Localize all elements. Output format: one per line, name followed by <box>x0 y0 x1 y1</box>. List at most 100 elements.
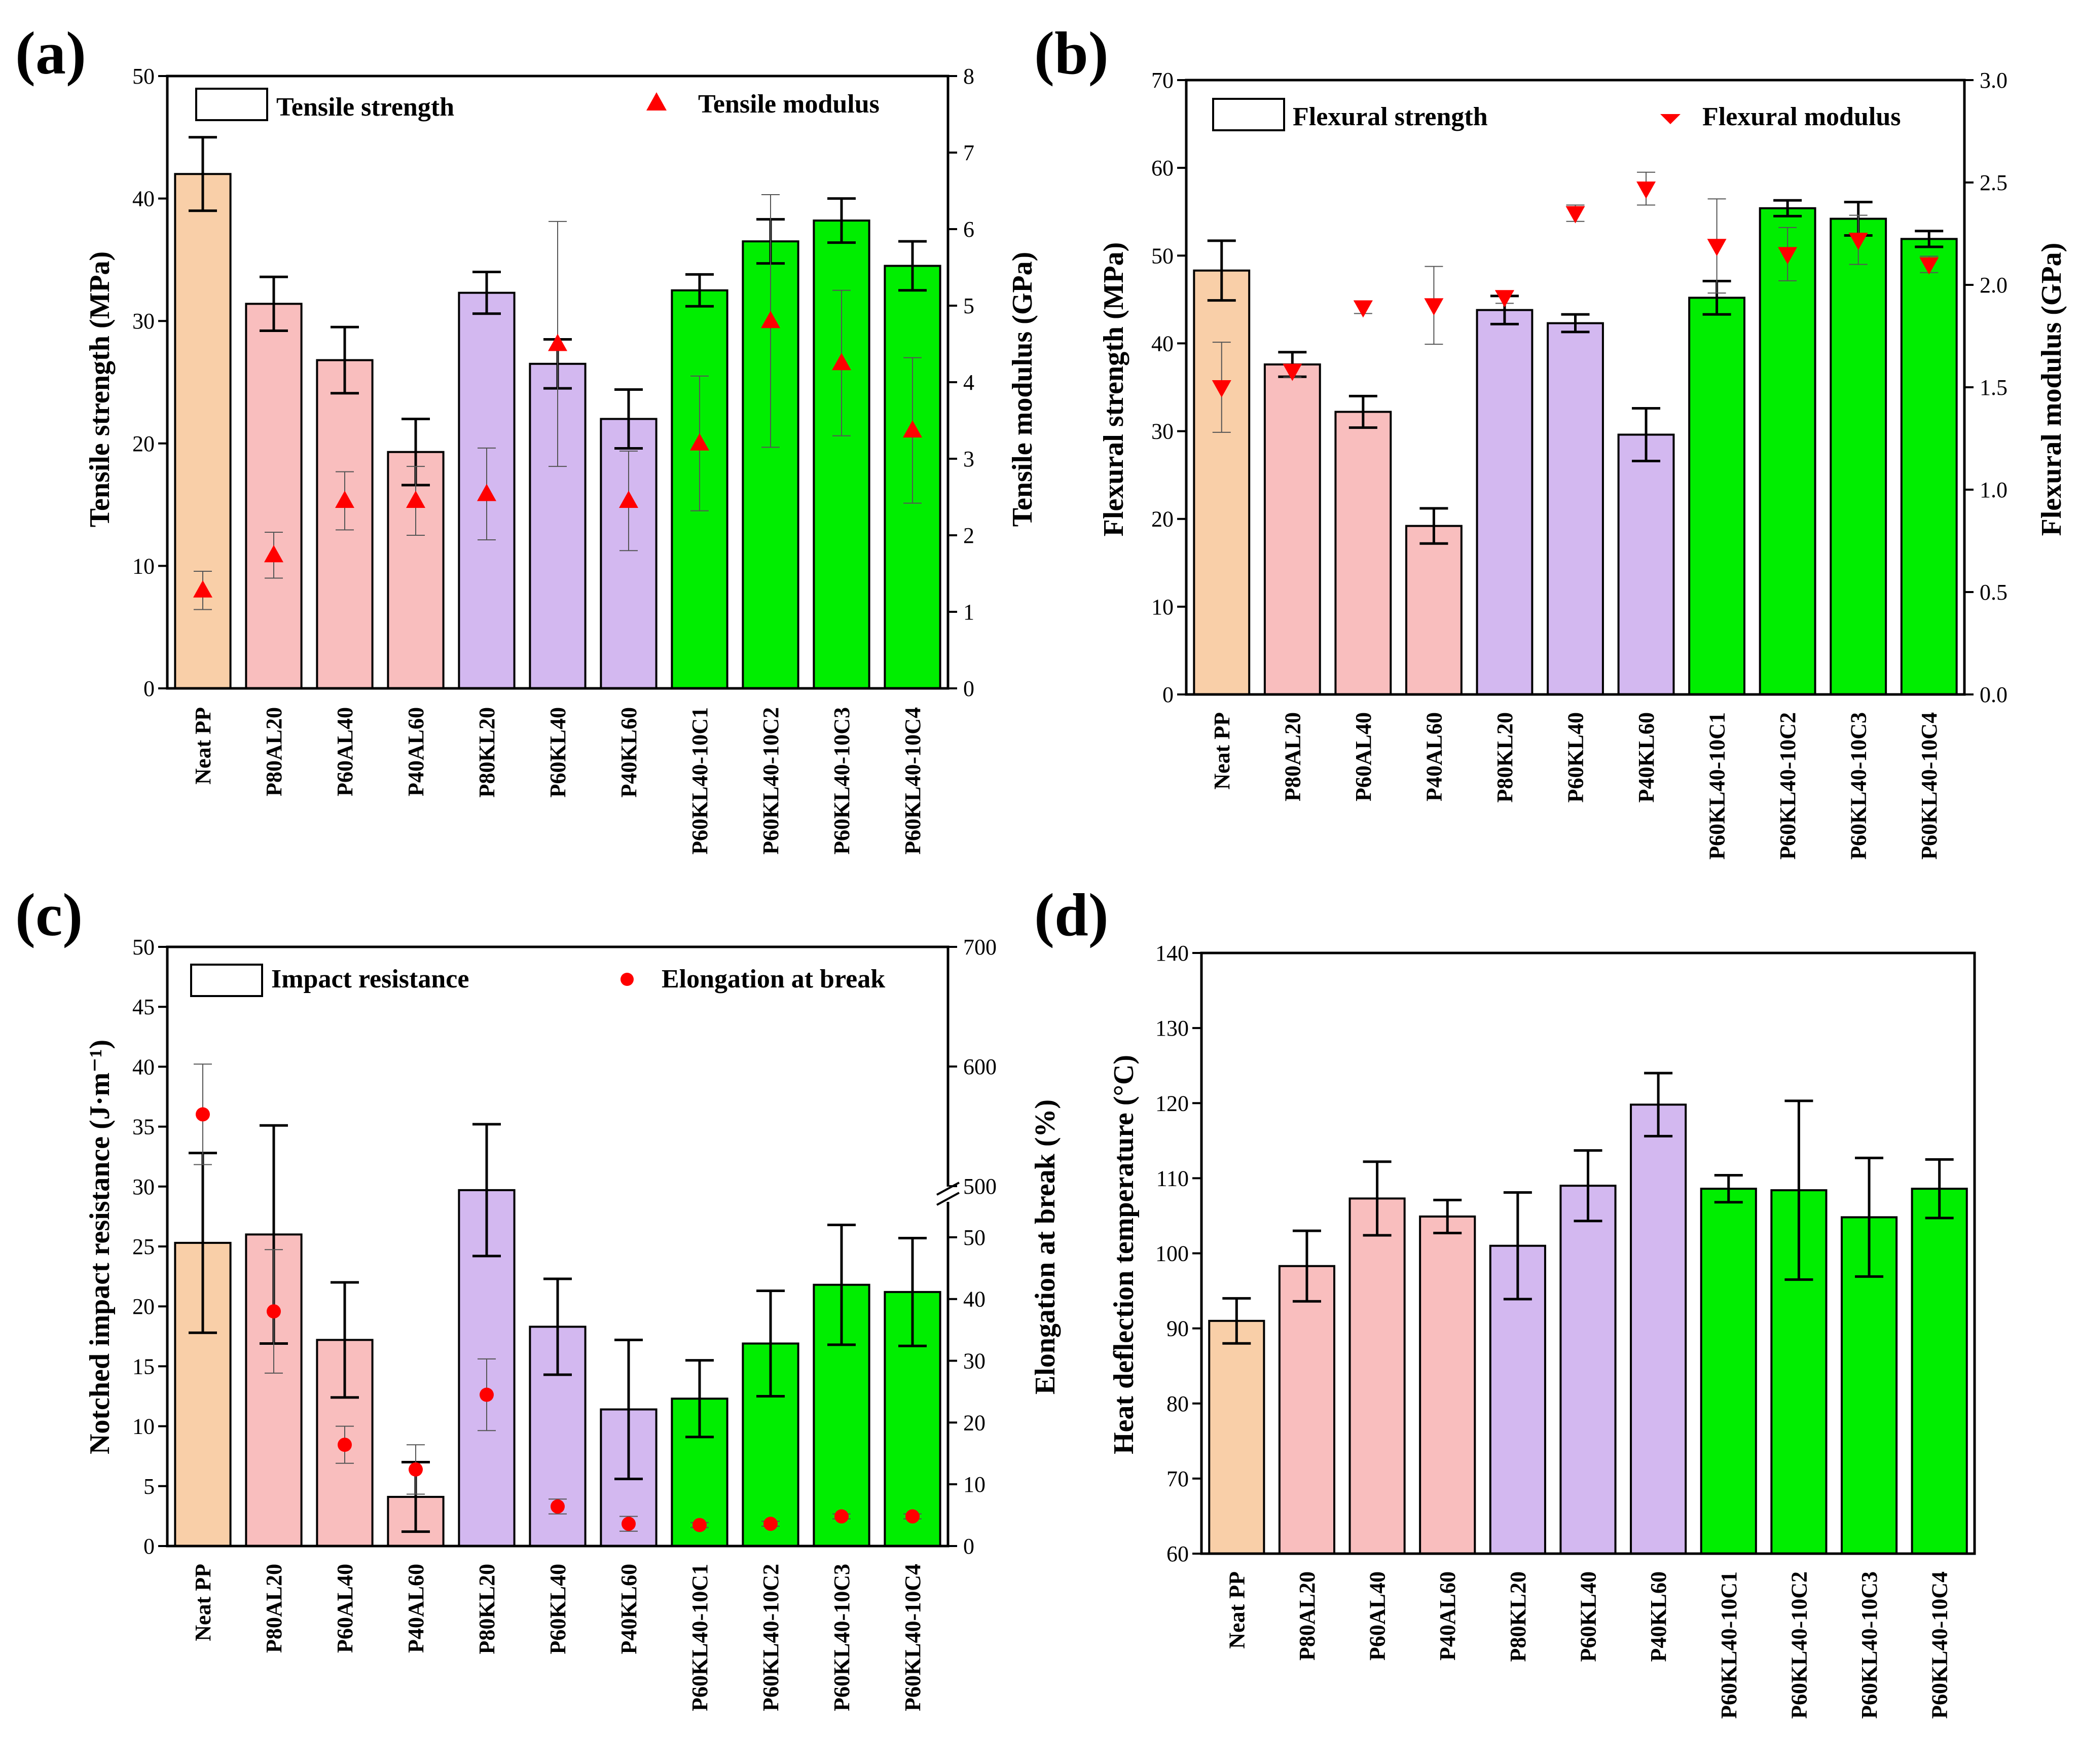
panel-a-right-tick-label: 3 <box>963 447 974 471</box>
panel-b-right-axis-title: Flexural modulus (GPa) <box>2036 243 2067 536</box>
panel-b-marker-point <box>1494 290 1514 308</box>
panel-c-marker-point <box>622 1517 636 1531</box>
panel-d-bar <box>1700 1188 1757 1555</box>
panel-b-category-label: P80KL20 <box>1492 712 1517 802</box>
panel-d-category-label: P60KL40-10C3 <box>1857 1571 1882 1719</box>
panel-a-category-label: P80KL20 <box>475 707 499 797</box>
panel-c-category-label: P40AL60 <box>404 1564 428 1653</box>
panel-d-left-tick-label: 110 <box>1156 1166 1189 1191</box>
panel-d-category-label: P80AL20 <box>1295 1571 1320 1661</box>
panel-b-bar <box>1900 238 1958 696</box>
panel-d-bar <box>1208 1319 1265 1555</box>
panel-b-left-tick-label: 60 <box>1151 156 1174 180</box>
panel-c-category-label: P60KL40-10C1 <box>687 1564 712 1711</box>
panel-c-marker-point <box>267 1304 281 1319</box>
panel-c-category-label: P60KL40-10C2 <box>758 1564 783 1711</box>
panel-b-marker-point <box>1283 363 1302 381</box>
panel-d-bar <box>1278 1265 1336 1555</box>
panel-c-right-tick-label: 0 <box>963 1534 974 1559</box>
panel-b-marker-point <box>1778 247 1798 265</box>
panel-a-right-tick-label: 6 <box>963 217 974 242</box>
panel-c-right-tick-label: 500 <box>963 1174 997 1199</box>
panel-c-legend: Impact resistance Elongation at break <box>190 964 885 997</box>
panel-a-right-axis-title: Tensile modulus (GPa) <box>1007 252 1038 527</box>
panel-d-left-tick-label: 90 <box>1166 1316 1189 1341</box>
panel-b-marker-point <box>1707 239 1727 256</box>
panel-b-right-tick-label: 3.0 <box>1980 68 2008 93</box>
panel-c-left-tick-label: 0 <box>143 1534 155 1559</box>
panel-a-left-tick-label: 30 <box>132 309 155 334</box>
panel-d-bar <box>1630 1104 1687 1555</box>
panel-b-left-tick-label: 70 <box>1151 68 1174 93</box>
panel-a-bar <box>174 173 232 689</box>
panel-b-legend-bar-swatch <box>1212 98 1285 131</box>
panel-a-category-label: P60KL40-10C3 <box>829 707 854 855</box>
panel-c-legend-bar-swatch <box>190 964 263 997</box>
panel-b-bar <box>1476 309 1534 695</box>
panel-b-category-label: P60AL40 <box>1351 712 1376 801</box>
panel-c-left-axis-title: Notched impact resistance (J·m⁻¹) <box>84 1040 116 1454</box>
panel-d-left-tick-label: 100 <box>1155 1241 1189 1266</box>
panel-b-marker-point <box>1848 233 1868 250</box>
panel-c-label: (c) <box>15 881 83 948</box>
panel-c: (c) Notched impact resistance (J·m⁻¹) El… <box>15 881 1061 1711</box>
panel-b-bar <box>1617 433 1675 695</box>
panel-a-category-label: P60KL40-10C1 <box>687 707 712 855</box>
panel-b-bar <box>1759 207 1816 695</box>
panel-b-right-tick-label: 1.0 <box>1980 477 2008 502</box>
panel-b: (b) Flexural strength (MPa) Flexural mod… <box>1034 19 2067 860</box>
panel-a-left-tick-label: 10 <box>132 554 155 578</box>
panel-a-marker-point <box>548 334 567 351</box>
panel-b-bar <box>1830 217 1887 695</box>
panel-c-legend-marker-label: Elongation at break <box>662 965 885 994</box>
panel-d-bar <box>1419 1215 1476 1555</box>
panel-c-left-tick-label: 10 <box>132 1414 155 1439</box>
panel-c-category-label: P60KL40-10C3 <box>829 1564 854 1711</box>
panel-b-bar <box>1547 322 1604 695</box>
panel-a-bar <box>245 303 303 689</box>
panel-b-bar <box>1263 363 1321 695</box>
panel-b-left-tick-label: 30 <box>1151 419 1174 444</box>
panel-a-marker-point <box>264 545 283 563</box>
panel-c-right-tick-label: 10 <box>963 1472 986 1497</box>
panel-a-marker-point <box>406 491 425 508</box>
panel-b-bar <box>1334 411 1392 695</box>
panel-b-marker-point <box>1212 380 1231 397</box>
panel-c-right-tick-label: 50 <box>963 1225 986 1250</box>
panel-a-legend: Tensile strength Tensile modulus <box>195 88 880 122</box>
panel-a-marker-point <box>903 420 922 438</box>
panel-c-category-label: P80AL20 <box>262 1564 286 1653</box>
panel-b-left-axis-title: Flexural strength (MPa) <box>1098 242 1129 537</box>
panel-a-left-axis-title: Tensile strength (MPa) <box>84 251 116 527</box>
panel-a-legend-marker-symbol <box>646 92 667 111</box>
panel-b-legend-marker-symbol <box>1660 114 1681 124</box>
panel-d-category-label: P40AL60 <box>1435 1571 1460 1661</box>
panel-d-category-label: P80KL20 <box>1506 1571 1530 1662</box>
panel-a-right-tick-label: 4 <box>963 370 974 395</box>
panel-c-right-axis-title: Elongation at break (%) <box>1030 1099 1061 1394</box>
panel-b-category-label: Neat PP <box>1210 712 1234 790</box>
panel-c-marker-point <box>692 1518 707 1532</box>
panel-a-category-label: P60AL40 <box>333 707 357 796</box>
panel-d-bar <box>1348 1197 1406 1555</box>
panel-a-right-tick-label: 2 <box>963 523 974 548</box>
panel-a-category-label: Neat PP <box>191 707 215 785</box>
panel-b-category-label: P40AL60 <box>1421 712 1446 801</box>
panel-a-marker-point <box>832 353 851 371</box>
panel-c-axis-break-mark <box>936 1182 960 1196</box>
panel-d-category-label: P40KL60 <box>1646 1571 1671 1662</box>
panel-c-left-tick-label: 35 <box>132 1115 155 1140</box>
panel-c-left-tick-label: 45 <box>132 995 155 1019</box>
panel-a-marker-point <box>193 580 212 598</box>
panel-c-legend-bar-label: Impact resistance <box>271 965 469 994</box>
panel-c-right-tick-label: 20 <box>963 1410 986 1435</box>
panel-b-bar <box>1688 297 1746 695</box>
panel-a-category-label: P80AL20 <box>262 707 286 796</box>
panel-b-legend-bar-label: Flexural strength <box>1293 102 1488 131</box>
panel-d-left-tick-label: 120 <box>1155 1091 1189 1116</box>
panel-d-category-label: P60KL40-10C1 <box>1717 1571 1741 1719</box>
panel-c-category-label: P60KL40-10C4 <box>900 1564 925 1711</box>
panel-c-right-tick-label: 40 <box>963 1287 986 1312</box>
panel-d-left-tick-label: 80 <box>1166 1391 1189 1416</box>
panel-a-marker-point <box>761 311 780 328</box>
